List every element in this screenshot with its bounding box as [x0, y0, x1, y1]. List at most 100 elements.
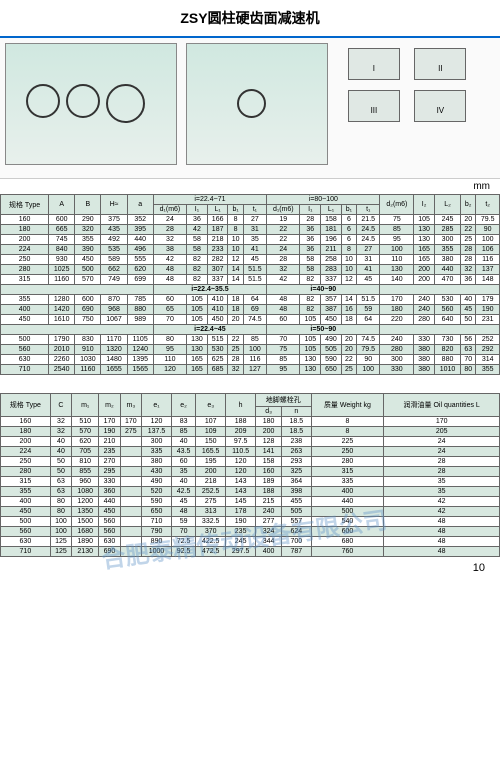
- cell: 240: [380, 335, 414, 345]
- cell: 48: [384, 527, 500, 537]
- cell: 130: [380, 265, 414, 275]
- cell: 630: [1, 537, 51, 547]
- cell: 180: [256, 417, 282, 427]
- cell: 24.5: [357, 225, 380, 235]
- cell: 18: [341, 315, 356, 325]
- cell: 330: [414, 335, 435, 345]
- cell: 292: [476, 345, 500, 355]
- cell: 430: [142, 467, 172, 477]
- cell: 75: [267, 345, 300, 355]
- cell: 100: [476, 235, 500, 245]
- dimensions-table-1: 规格 Type A B H≈ a i=22.4~71 i=80~100 d₂(m…: [0, 194, 500, 375]
- subcol-d3: d₃: [256, 407, 282, 417]
- cell: 1395: [127, 355, 153, 365]
- cell: 82: [300, 305, 321, 315]
- cell: 710: [1, 547, 51, 557]
- cell: 18: [228, 295, 243, 305]
- col-weight: 质量 Weight kg: [311, 394, 384, 417]
- cell: 400: [311, 487, 384, 497]
- cell: 200: [196, 467, 226, 477]
- cell: 95: [380, 235, 414, 245]
- cell: 625: [207, 355, 228, 365]
- cell: 690: [75, 305, 101, 315]
- cell: [120, 447, 141, 457]
- cell: 390: [75, 245, 101, 255]
- cell: 74.5: [357, 335, 380, 345]
- cell: 332.5: [196, 517, 226, 527]
- cell: 1105: [127, 335, 153, 345]
- cell: 105: [187, 315, 208, 325]
- cell: 790: [142, 527, 172, 537]
- cell: 1500: [72, 517, 99, 527]
- cell: 20: [341, 345, 356, 355]
- cell: 570: [72, 427, 99, 437]
- cell: 8: [311, 417, 384, 427]
- cell: 375: [101, 215, 127, 225]
- front-view-diagram: [186, 43, 328, 165]
- cell: 787: [282, 547, 311, 557]
- cell: 187: [207, 225, 228, 235]
- cell: 570: [75, 275, 101, 285]
- cell: 85: [171, 427, 195, 437]
- cell: 106: [476, 245, 500, 255]
- cell: 218: [207, 235, 228, 245]
- cell: 324: [256, 527, 282, 537]
- cell: 75: [380, 215, 414, 225]
- cell: 440: [99, 497, 120, 507]
- cell: 6: [341, 225, 356, 235]
- cell: 370: [196, 527, 226, 537]
- cell: 231: [476, 315, 500, 325]
- cell: 200: [1, 437, 51, 447]
- cell: 450: [99, 507, 120, 517]
- cell: 40: [171, 437, 195, 447]
- cell: 18: [228, 305, 243, 315]
- cell: 1420: [49, 305, 75, 315]
- cell: 181: [321, 225, 342, 235]
- cell: 50: [50, 457, 71, 467]
- table-row: 200406202103004015097.512823822524: [1, 437, 500, 447]
- cell: 42: [267, 275, 300, 285]
- cell: 890: [142, 537, 172, 547]
- cell: 82: [300, 275, 321, 285]
- subcol-n: n: [282, 407, 311, 417]
- cell: 58: [187, 245, 208, 255]
- cell: 590: [142, 497, 172, 507]
- cell: 450: [321, 315, 342, 325]
- cell: 20: [341, 335, 356, 345]
- table-row: 160325101701701208310718818018.58170: [1, 417, 500, 427]
- cell: 165: [187, 365, 208, 375]
- cell: 665: [49, 225, 75, 235]
- cell: 352: [127, 215, 153, 225]
- cell: 337: [207, 275, 228, 285]
- cell: 530: [207, 345, 228, 355]
- cell: 79.5: [357, 345, 380, 355]
- cell: 137: [476, 265, 500, 275]
- cell: 240: [414, 295, 435, 305]
- cell: 69: [243, 305, 266, 315]
- col-a: A: [49, 195, 75, 215]
- cell: 70: [171, 527, 195, 537]
- cell: 355: [1, 295, 49, 305]
- table-row: 2244070523533543.5165.5110.514126325024: [1, 447, 500, 457]
- cell: 749: [101, 275, 127, 285]
- cell: [120, 527, 141, 537]
- cell: 364: [282, 477, 311, 487]
- cell: 40: [50, 437, 71, 447]
- cell: 6: [341, 215, 356, 225]
- col-e3: e₃: [196, 394, 226, 417]
- cell: 258: [321, 255, 342, 265]
- cell: 48: [384, 517, 500, 527]
- cell: 100: [380, 245, 414, 255]
- cell: 80: [50, 507, 71, 517]
- cell: 48: [267, 305, 300, 315]
- cell: 36: [300, 225, 321, 235]
- cell: 235: [226, 527, 256, 537]
- cell: 1160: [49, 275, 75, 285]
- mount-icon-2: II: [414, 48, 466, 80]
- cell: 200: [414, 265, 435, 275]
- cell: 560: [1, 345, 49, 355]
- cell: 440: [311, 497, 384, 507]
- cell: 28: [384, 467, 500, 477]
- cell: 116: [476, 255, 500, 265]
- cell: 2130: [72, 547, 99, 557]
